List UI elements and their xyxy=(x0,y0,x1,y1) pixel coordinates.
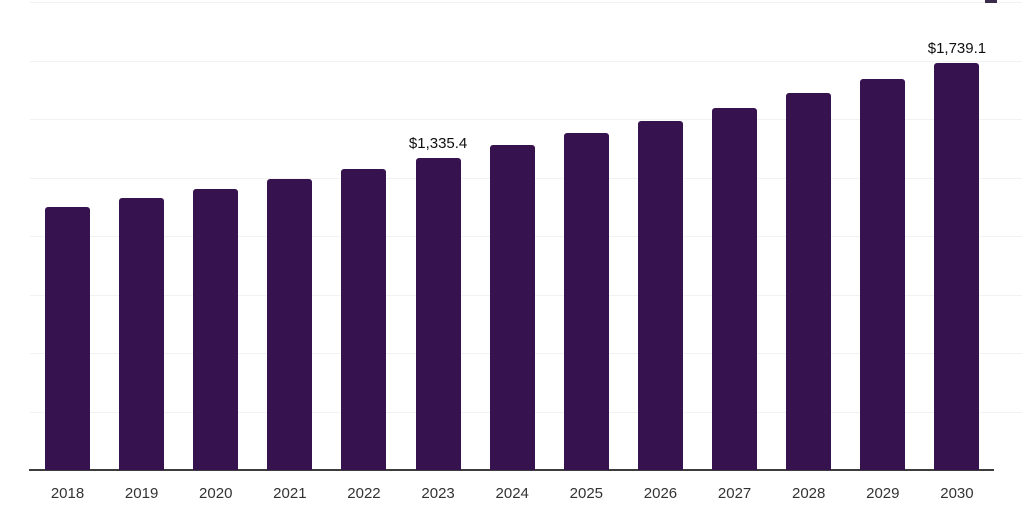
gridline-2000 xyxy=(30,2,1022,3)
bar-2022 xyxy=(341,169,387,470)
x-axis-line xyxy=(29,469,994,471)
x-tick-label-2028: 2028 xyxy=(792,485,826,502)
x-tick-label-2025: 2025 xyxy=(569,485,604,502)
data-label-2023: $1,335.4 xyxy=(408,134,468,152)
x-tick-label-2027: 2027 xyxy=(717,485,752,502)
x-tick-label-2019: 2019 xyxy=(124,485,159,502)
bar-2023 xyxy=(415,157,461,470)
x-tick-label-2030: 2030 xyxy=(940,485,974,502)
bar-2019 xyxy=(119,198,165,470)
x-tick-label-2023: 2023 xyxy=(421,485,455,502)
bar-2027 xyxy=(712,108,758,470)
bar-2025 xyxy=(563,133,609,470)
bar-2028 xyxy=(786,93,832,470)
x-tick-label-2029: 2029 xyxy=(866,485,900,502)
bar-2030 xyxy=(934,63,980,470)
x-tick-label-2021: 2021 xyxy=(273,485,307,502)
x-tick-label-2018: 2018 xyxy=(50,485,85,502)
gridline-1500 xyxy=(30,119,1022,120)
data-label-2030: $1,739.1 xyxy=(927,40,987,58)
bar-2026 xyxy=(637,121,683,470)
bar-2029 xyxy=(860,78,906,470)
gridline-1750 xyxy=(30,60,1022,62)
cropped-edge-artifact xyxy=(985,0,997,3)
bar-2018 xyxy=(45,206,90,470)
x-tick-label-2020: 2020 xyxy=(199,485,233,502)
bar-2024 xyxy=(489,144,535,470)
bar-2020 xyxy=(193,188,239,470)
x-tick-label-2022: 2022 xyxy=(347,485,381,502)
x-tick-label-2024: 2024 xyxy=(495,485,529,502)
bar-2021 xyxy=(267,179,313,470)
x-tick-label-2026: 2026 xyxy=(643,485,678,502)
